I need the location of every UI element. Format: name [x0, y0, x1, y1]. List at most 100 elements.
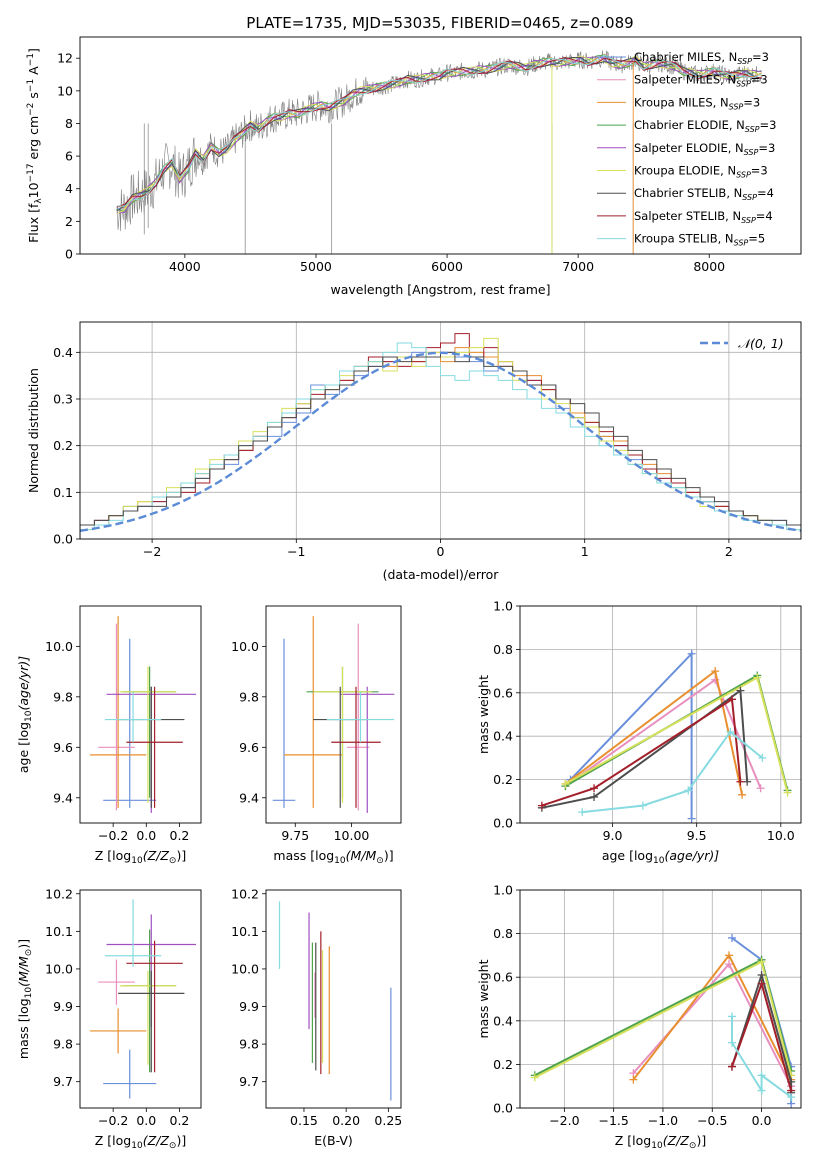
- mw-age-ytick-label: 0.2: [493, 772, 513, 787]
- mw-age-plot: [537, 649, 792, 823]
- mw-z-ytick-label: 0.4: [493, 1013, 513, 1028]
- legend-label: Chabrier MILES, NSSP=3: [634, 50, 769, 66]
- spectrum-ytick-label: 4: [65, 181, 73, 196]
- mass-z-ylabel: mass [log10(M/M⊙)]: [16, 939, 34, 1059]
- mw-age-point-marker: [736, 777, 745, 786]
- spectrum-ytick-label: 10: [57, 83, 73, 98]
- mass-ebv-xtick-label: 0.25: [374, 1113, 402, 1128]
- mw-age-point-marker: [590, 792, 599, 801]
- spectrum-model-line: [116, 54, 762, 207]
- mw-age-frame: [519, 605, 802, 824]
- mw-z-xtick-label: −0.5: [697, 1113, 727, 1128]
- mass-ebv-ytick-label: 9.9: [239, 999, 259, 1014]
- mw-z-xtick-label: −1.5: [598, 1113, 628, 1128]
- spectrum-ytick-label: 12: [57, 51, 73, 66]
- age-mass-frame: [265, 605, 402, 824]
- spectrum-model-line: [116, 57, 762, 208]
- spectrum-ytick-label: 0: [65, 247, 73, 262]
- plot-layer: 4000 5000 6000 7000 8000024681012wavelength …: [16, 36, 802, 1151]
- residuals-ytick-label: 0.4: [53, 345, 73, 360]
- mass-z-plot: [89, 899, 197, 1099]
- mw-age-point-marker: [684, 786, 693, 795]
- residuals-ylabel: Normed distribution: [26, 368, 41, 493]
- legend-label: Salpeter ELODIE, NSSP=3: [634, 141, 775, 157]
- residuals-xtick-label: 2: [725, 544, 733, 559]
- mw-z-point-marker: [757, 1086, 766, 1095]
- mass-z-axes: −0.2 0.0 0.2 9.7 9.8 9.9 10.0 10.1 10.2: [45, 886, 189, 1128]
- mass-ebv-xtick-label: 0.20: [332, 1113, 360, 1128]
- residuals-frame: [79, 321, 802, 540]
- mw-z-point-marker: [727, 1062, 736, 1071]
- age-z-ytick-label: 9.4: [53, 790, 73, 805]
- age-mass-ytick-label: 10.0: [231, 639, 259, 654]
- mw-z-point-marker: [727, 933, 736, 942]
- spectrum-axes: 4000 5000 6000 7000 8000 0 2 4 6 8 10 12: [57, 51, 725, 274]
- age-z-xtick-label: 0.0: [136, 828, 156, 843]
- mw-age-series-line: [541, 697, 742, 807]
- mw-z-xtick-label: −1.0: [648, 1113, 678, 1128]
- mw-age-point-marker: [578, 808, 587, 817]
- age-z-frame: [79, 605, 202, 824]
- residuals-xtick-label: −2: [143, 544, 161, 559]
- age-z-xlabel: Z [log10(Z/Z⊙)]: [95, 848, 186, 866]
- mw-age-point-marker: [743, 777, 752, 786]
- age-mass-ytick-label: 9.4: [239, 790, 259, 805]
- residuals-plot: [80, 333, 801, 539]
- mw-age-point-marker: [638, 801, 647, 810]
- age-mass-xtick-label: 9.75: [281, 828, 309, 843]
- spectrum-xtick-label: 8000: [693, 259, 725, 274]
- legend-label: Chabrier STELIB, NSSP=4: [634, 186, 774, 202]
- residuals-ytick-label: 0.0: [53, 532, 73, 547]
- mw-age-point-marker: [736, 686, 745, 695]
- spectrum-ylabel: Flux [fλ10−17 erg cm−2 s−1 A−1]: [26, 48, 44, 243]
- age-z-ytick-label: 10.0: [45, 639, 73, 654]
- spectrum-data-line: [116, 50, 762, 232]
- mass-z-ytick-label: 9.8: [53, 1037, 73, 1052]
- mass-z-ytick-label: 9.9: [53, 999, 73, 1014]
- mw-age-series-line: [541, 688, 749, 809]
- residuals-xtick-label: −1: [287, 544, 305, 559]
- mw-age-point-marker: [756, 784, 765, 793]
- age-mass-plot: [272, 616, 395, 813]
- mass-z-xtick-label: −0.2: [98, 1113, 128, 1128]
- mw-age-ytick-label: 0.0: [493, 816, 513, 831]
- mw-age-xtick-label: 9.0: [603, 828, 623, 843]
- mass-ebv-ytick-label: 9.8: [239, 1037, 259, 1052]
- spectrum-model-line: [116, 56, 762, 207]
- mw-age-point-marker: [590, 784, 599, 793]
- mw-z-point-marker: [757, 957, 766, 966]
- mw-z-point-marker: [725, 960, 734, 969]
- mw-z-ytick-label: 0.0: [493, 1101, 513, 1116]
- mw-age-ytick-label: 0.4: [493, 729, 513, 744]
- mw-z-frame: [519, 889, 802, 1109]
- spectrum-ytick-label: 2: [65, 214, 73, 229]
- residuals-xtick-label: 0: [437, 544, 445, 559]
- spectrum-ytick-label: 8: [65, 116, 73, 131]
- mass-z-ytick-label: 9.7: [53, 1074, 73, 1089]
- mw-age-point-marker: [711, 667, 720, 676]
- residuals-histogram: [80, 342, 801, 539]
- mw-z-ylabel: mass weight: [476, 959, 491, 1038]
- residuals-ytick-label: 0.3: [53, 392, 73, 407]
- legend-label: Kroupa ELODIE, NSSP=3: [634, 164, 768, 180]
- mass-z-xtick-label: 0.0: [136, 1113, 156, 1128]
- age-z-ytick-label: 9.8: [53, 689, 73, 704]
- mw-age-point-marker: [758, 753, 767, 762]
- mw-z-ytick-label: 0.8: [493, 926, 513, 941]
- mw-age-ytick-label: 0.8: [493, 642, 513, 657]
- mw-z-point-marker: [757, 979, 766, 988]
- mw-age-xtick-label: 10.0: [767, 828, 795, 843]
- mw-z-xtick-label: −2.0: [549, 1113, 579, 1128]
- figure-title: PLATE=1735, MJD=53035, FIBERID=0465, z=0…: [246, 14, 633, 32]
- mw-age-ylabel: mass weight: [476, 675, 491, 754]
- mass-z-ytick-label: 10.1: [45, 924, 73, 939]
- spectrum-xtick-label: 7000: [562, 259, 594, 274]
- mass-ebv-axes: 0.15 0.20 0.25 9.7 9.8 9.9 10.0 10.1 10.2: [231, 886, 402, 1128]
- mw-z-point-marker: [727, 1012, 736, 1021]
- age-z-xtick-label: −0.2: [98, 828, 128, 843]
- mass-z-xtick-label: 0.2: [170, 1113, 190, 1128]
- mass-ebv-ytick-label: 10.1: [231, 924, 259, 939]
- age-z-ytick-label: 9.6: [53, 740, 73, 755]
- mw-z-point-marker: [787, 1093, 796, 1102]
